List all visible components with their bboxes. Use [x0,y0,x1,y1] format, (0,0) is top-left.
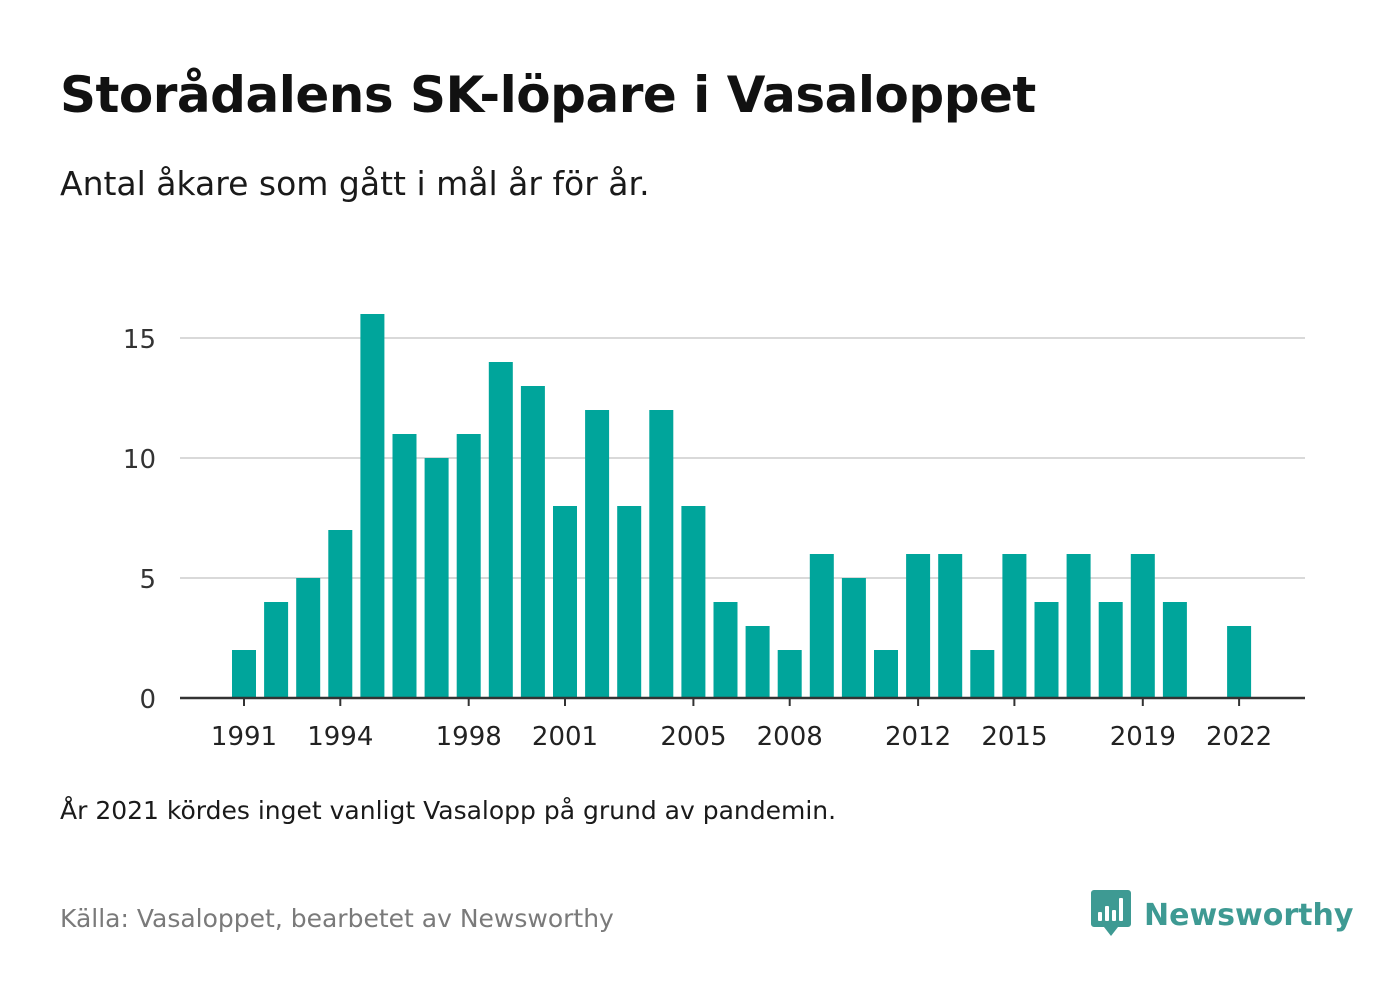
footnote: År 2021 kördes inget vanligt Vasalopp på… [60,796,837,825]
y-tick-label: 10 [123,445,156,475]
x-tick-label: 2019 [1110,722,1176,752]
bar-2009 [809,554,834,698]
source-credit: Källa: Vasaloppet, bearbetet av Newswort… [60,904,614,933]
x-axis [180,696,1305,706]
bar-2002 [585,410,610,698]
y-tick-labels: 0 5 10 15 [123,325,156,715]
bar-1996 [392,434,417,698]
bars [232,314,1252,698]
bar-2015 [1002,554,1027,698]
x-tick-label: 2015 [981,722,1047,752]
bar-2011 [874,650,898,698]
bar-2019 [1130,554,1155,698]
bar-2014 [970,650,995,698]
x-tick-labels: 1991 1994 1998 2001 2005 2008 2012 2015 2019 2022 [211,722,1272,752]
y-tick-label: 15 [123,325,156,355]
bar-2003 [617,506,642,698]
x-tick-label: 2022 [1206,722,1272,752]
bar-2000 [520,386,545,698]
brand-name: Newsworthy [1144,897,1354,933]
bar-1998 [456,434,481,698]
x-tick-label: 1991 [211,722,277,752]
chart-title: Storådalens SK-löpare i Vasaloppet [60,66,1036,124]
bar-1997 [424,458,449,698]
bar-1993 [296,578,321,698]
bar-2007 [745,626,770,698]
bar-2008 [777,650,802,698]
y-tick-label: 5 [139,565,156,595]
bar-2004 [649,410,674,698]
bar-2018 [1098,602,1123,698]
bar-2022 [1227,626,1252,698]
bar-1995 [360,314,385,698]
x-tick-label: 1998 [436,722,502,752]
bar-1999 [488,362,513,698]
y-tick-label: 0 [139,685,156,715]
bar-2006 [713,602,738,698]
bar-2001 [553,506,577,698]
bar-2013 [938,554,963,698]
chart-subtitle: Antal åkare som gått i mål år för år. [60,164,650,203]
x-tick-label: 2012 [885,722,951,752]
x-tick-label: 2008 [757,722,823,752]
bar-2016 [1034,602,1059,698]
bar-2010 [841,578,866,698]
bar-2017 [1066,554,1091,698]
bar-chart-icon [1090,888,1132,942]
x-tick-label: 1994 [307,722,373,752]
bar-2005 [681,506,706,698]
bar-1994 [328,530,353,698]
x-tick-label: 2001 [532,722,598,752]
bar-1991 [232,650,256,698]
bar-1992 [264,602,289,698]
x-tick-label: 2005 [660,722,726,752]
bar-2020 [1162,602,1187,698]
bar-2012 [906,554,931,698]
newsworthy-logo: Newsworthy [1090,890,1353,940]
